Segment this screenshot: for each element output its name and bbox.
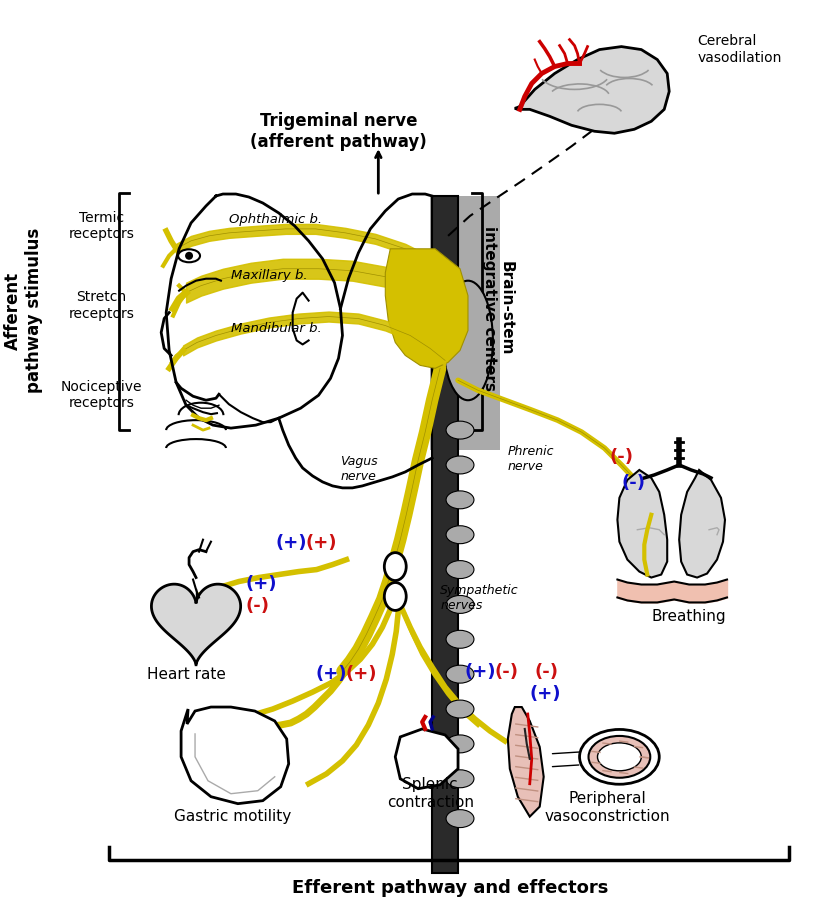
Ellipse shape [446,525,474,544]
Text: Afferent
pathway stimulus: Afferent pathway stimulus [4,228,43,393]
Ellipse shape [579,729,659,784]
Ellipse shape [446,769,474,788]
Text: (+): (+) [530,685,561,703]
Text: Phrenic
nerve: Phrenic nerve [508,445,554,473]
Text: Termic
receptors: Termic receptors [68,211,134,241]
Ellipse shape [597,743,641,771]
Polygon shape [430,196,500,450]
Text: Cerebral
vasodilation: Cerebral vasodilation [697,35,781,65]
Ellipse shape [446,810,474,827]
Text: Maxillary b.: Maxillary b. [231,269,308,282]
Ellipse shape [446,595,474,613]
Ellipse shape [384,582,406,611]
Ellipse shape [446,700,474,718]
Polygon shape [508,707,544,817]
Ellipse shape [446,491,474,509]
Text: Peripheral
vasoconstriction: Peripheral vasoconstriction [544,791,670,823]
Ellipse shape [446,560,474,579]
Text: Mandibular b.: Mandibular b. [231,323,322,336]
Text: (-): (-) [610,448,634,466]
Text: Brain-stem
integrative centers: Brain-stem integrative centers [482,226,514,391]
Polygon shape [152,584,241,665]
Text: Heart rate: Heart rate [147,668,225,682]
Polygon shape [679,470,725,578]
Text: (+): (+) [465,663,497,681]
Text: (+): (+) [276,534,307,552]
Bar [432,196,458,873]
Text: (-): (-) [246,597,270,615]
Text: (-): (-) [495,663,519,681]
Ellipse shape [443,281,493,400]
Text: (+): (+) [346,665,377,683]
Ellipse shape [446,665,474,683]
Text: Gastric motility: Gastric motility [174,809,291,823]
Text: Splenic
contraction: Splenic contraction [387,778,474,810]
Text: Stretch
receptors: Stretch receptors [68,291,134,321]
Ellipse shape [384,553,406,580]
Text: Trigeminal nerve
(afferent pathway): Trigeminal nerve (afferent pathway) [250,112,427,150]
Polygon shape [385,249,468,369]
Text: (+): (+) [246,576,277,593]
Polygon shape [515,47,669,133]
Ellipse shape [446,630,474,648]
Text: Ophthalmic b.: Ophthalmic b. [229,213,322,226]
Ellipse shape [185,252,193,260]
Text: Nociceptive
receptors: Nociceptive receptors [61,381,142,410]
Text: Efferent pathway and effectors: Efferent pathway and effectors [292,879,608,898]
Text: Sympathetic
nerves: Sympathetic nerves [440,584,519,613]
Text: Vagus
nerve: Vagus nerve [340,455,377,483]
Polygon shape [395,729,458,789]
Ellipse shape [178,249,200,262]
Polygon shape [617,470,667,578]
Text: (+): (+) [305,534,337,552]
Text: (-): (-) [621,474,645,492]
Ellipse shape [446,456,474,474]
Polygon shape [166,194,342,428]
Text: (+): (+) [316,665,347,683]
Ellipse shape [446,421,474,439]
Text: Breathing: Breathing [652,610,727,624]
Text: (-): (-) [535,663,559,681]
Polygon shape [182,707,289,803]
Ellipse shape [588,736,650,778]
Ellipse shape [446,735,474,753]
